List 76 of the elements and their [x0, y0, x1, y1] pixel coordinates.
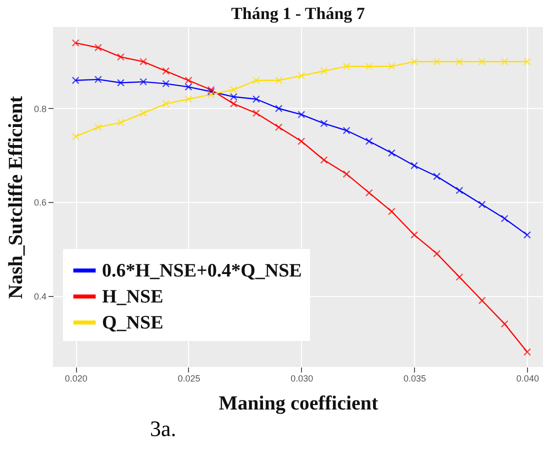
point: [456, 273, 464, 281]
point: [162, 100, 170, 108]
point: [456, 186, 464, 194]
point: [72, 76, 80, 84]
point: [478, 58, 486, 66]
y-axis-title: Nash_Sutcliffe Efficient: [4, 96, 27, 299]
point: [252, 95, 260, 103]
point: [252, 109, 260, 117]
point: [523, 231, 531, 239]
point: [365, 62, 373, 70]
point: [252, 76, 260, 84]
point: [500, 58, 508, 66]
text: 3a.: [150, 416, 176, 441]
point: [365, 138, 373, 146]
point: [478, 296, 486, 304]
point: [72, 39, 80, 47]
point: [275, 76, 283, 84]
point: [94, 44, 102, 52]
x-tick-label: 0.040: [516, 374, 539, 384]
y-tick-label: 0.6: [34, 198, 46, 208]
point: [94, 123, 102, 131]
point: [500, 320, 508, 328]
point: [388, 62, 396, 70]
legend-label: H_NSE: [102, 286, 164, 308]
point: [116, 78, 125, 86]
point: [342, 126, 350, 134]
legend-label: Q_NSE: [102, 312, 164, 334]
point: [523, 58, 531, 66]
point: [456, 58, 464, 66]
x-tick-label: 0.020: [64, 374, 88, 384]
point: [478, 200, 486, 208]
point: [433, 250, 441, 258]
point: [72, 132, 80, 140]
point: [298, 138, 306, 146]
x-tick-label: 0.025: [178, 374, 200, 384]
point: [207, 90, 215, 98]
point: [230, 86, 238, 94]
point: [275, 123, 283, 131]
y-tick-label: 0.8: [34, 104, 46, 114]
point: [523, 348, 531, 356]
point: [184, 95, 192, 103]
point: [433, 172, 441, 180]
point: [320, 156, 328, 164]
point: [94, 76, 102, 84]
point: [320, 67, 328, 75]
point: [230, 100, 238, 108]
point: [162, 80, 170, 88]
point: [410, 58, 418, 66]
x-tick-label: 0.035: [404, 374, 426, 384]
point: [184, 76, 192, 84]
point: [388, 208, 396, 216]
point: [162, 67, 170, 75]
legend-label: 0.6*H_NSE+0.4*Q_NSE: [102, 260, 302, 282]
point: [140, 109, 148, 117]
point: [410, 231, 418, 239]
point: [298, 110, 306, 118]
point: [298, 72, 306, 80]
point: [388, 149, 396, 157]
point: [140, 58, 148, 66]
point: [116, 118, 125, 126]
point: [230, 93, 238, 101]
point: [342, 170, 350, 178]
point: [116, 53, 125, 61]
point: [342, 62, 350, 70]
chart-title: Tháng 1 - Tháng 7: [231, 4, 366, 23]
point: [433, 58, 441, 66]
point: [410, 162, 418, 170]
point: [500, 214, 508, 222]
x-tick-label: 0.030: [290, 374, 314, 384]
y-tick-label: 0.4: [34, 291, 46, 302]
point: [320, 120, 328, 128]
point: [365, 189, 373, 197]
point: [140, 78, 148, 86]
x-axis-title: Maning coefficient: [218, 392, 379, 414]
point: [184, 83, 192, 91]
point: [275, 104, 283, 112]
